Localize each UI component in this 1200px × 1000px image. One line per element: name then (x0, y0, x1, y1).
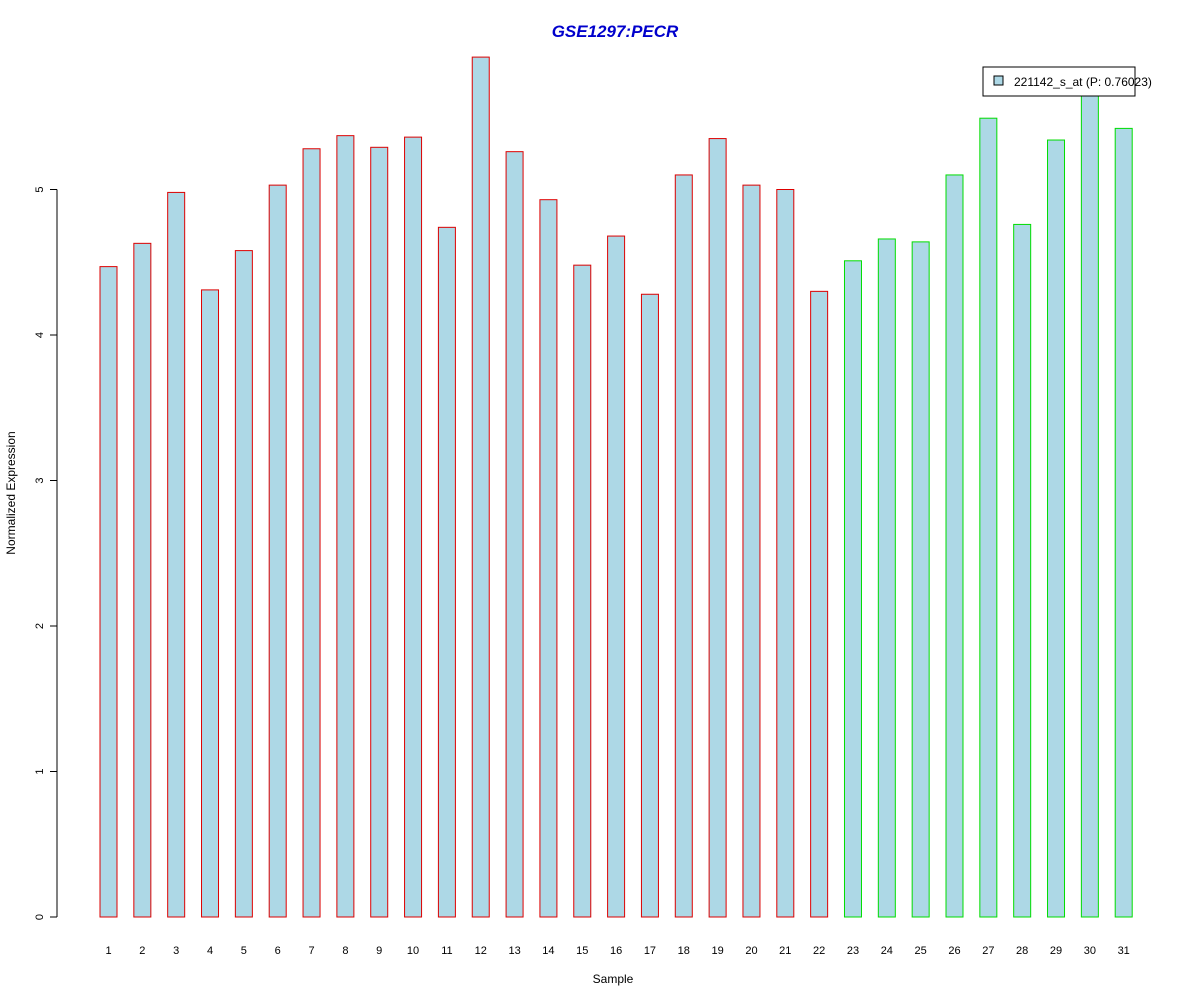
bar-sample-16 (607, 235, 626, 918)
bar-sample-6 (268, 184, 287, 918)
y-tick-label: 5 (34, 186, 46, 192)
legend-label: 221142_s_at (P: 0.76023) (1014, 75, 1152, 89)
bar-sample-2 (133, 242, 152, 918)
x-tick-label: 31 (1118, 945, 1130, 957)
bar-sample-12 (471, 56, 490, 918)
chart-title: GSE1297:PECR (552, 22, 679, 41)
x-tick-label: 9 (376, 945, 382, 957)
x-tick-label: 8 (342, 945, 348, 957)
bar-sample-19 (708, 138, 727, 918)
bar-sample-25 (911, 241, 930, 918)
x-tick-label: 21 (779, 945, 791, 957)
bar-sample-4 (201, 289, 220, 918)
x-tick-label: 16 (610, 945, 622, 957)
bar-sample-1 (99, 266, 118, 918)
legend: 221142_s_at (P: 0.76023) (982, 66, 1152, 97)
bar-sample-29 (1047, 139, 1066, 918)
bar-sample-11 (437, 226, 456, 918)
y-tick-label: 3 (34, 477, 46, 483)
bar-sample-26 (945, 174, 964, 918)
x-tick-label: 5 (241, 945, 247, 957)
legend-box (982, 66, 1136, 97)
bar-sample-5 (234, 250, 253, 918)
bar-sample-27 (979, 117, 998, 918)
bar-sample-10 (404, 136, 423, 918)
x-tick-label: 17 (644, 945, 656, 957)
bar-sample-14 (539, 199, 558, 918)
x-tick-label: 11 (441, 945, 452, 957)
y-axis-label: Normalized Expression (4, 431, 18, 554)
x-tick-label: 1 (105, 945, 111, 957)
x-tick-label: 23 (847, 945, 859, 957)
y-tick-label: 1 (34, 768, 46, 774)
y-tick-label: 4 (34, 332, 46, 338)
bar-sample-31 (1114, 127, 1133, 918)
bar-sample-28 (1013, 223, 1032, 918)
bar-sample-8 (336, 135, 355, 918)
x-tick-label: 19 (711, 945, 723, 957)
bar-sample-23 (843, 260, 862, 918)
x-tick-label: 12 (475, 945, 487, 957)
bars (99, 56, 1133, 918)
x-tick-label: 10 (407, 945, 419, 957)
x-tick-label: 2 (139, 945, 145, 957)
x-axis-label: Sample (593, 972, 634, 986)
x-tick-label: 22 (813, 945, 825, 957)
x-tick-label: 6 (275, 945, 281, 957)
x-tick-label: 26 (948, 945, 960, 957)
x-tick-label: 4 (207, 945, 213, 957)
x-axis: 1 2 3 4 5 6 7 8 9 10 11 12 13 14 15 16 17 18 19 20 21 22 23 24 2… (105, 945, 1129, 957)
y-axis: 0 1 2 3 4 5 (34, 186, 58, 920)
x-tick-label: 14 (542, 945, 554, 957)
bar-sample-15 (573, 264, 592, 918)
bar-sample-18 (674, 174, 693, 918)
x-tick-label: 18 (678, 945, 690, 957)
x-tick-label: 28 (1016, 945, 1028, 957)
bar-sample-7 (302, 148, 321, 918)
x-tick-label: 20 (745, 945, 757, 957)
y-tick-label: 0 (34, 914, 46, 920)
y-tick-label: 2 (34, 623, 46, 629)
bar-sample-20 (742, 184, 761, 918)
bar-sample-24 (877, 238, 896, 918)
x-tick-label: 27 (982, 945, 994, 957)
bar-sample-3 (167, 191, 186, 918)
legend-swatch (993, 75, 1004, 86)
x-tick-label: 30 (1084, 945, 1096, 957)
bar-sample-13 (505, 151, 524, 918)
bar-sample-21 (776, 189, 795, 918)
x-tick-label: 24 (881, 945, 893, 957)
x-tick-label: 15 (576, 945, 588, 957)
bar-sample-17 (640, 293, 659, 918)
bar-sample-30 (1080, 91, 1099, 918)
x-tick-label: 25 (915, 945, 927, 957)
bar-sample-9 (370, 146, 389, 918)
x-tick-label: 7 (308, 945, 314, 957)
bar-sample-22 (810, 290, 829, 918)
x-tick-label: 29 (1050, 945, 1062, 957)
x-tick-label: 13 (508, 945, 520, 957)
x-tick-label: 3 (173, 945, 179, 957)
